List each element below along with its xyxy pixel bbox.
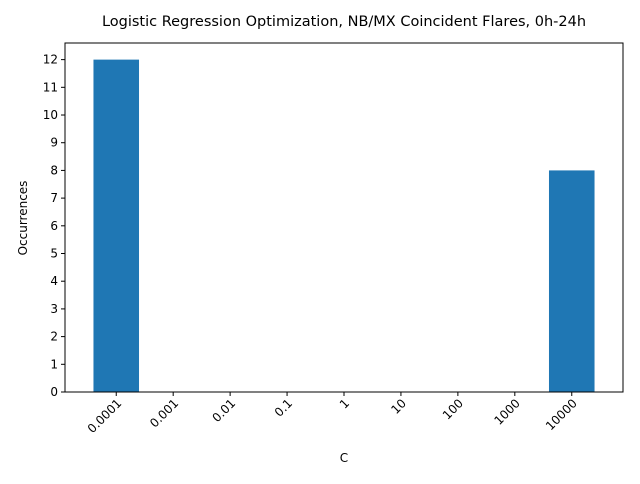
x-tick-label: 0.1 — [272, 396, 295, 419]
y-tick-label: 12 — [43, 53, 58, 67]
x-tick-label: 1 — [337, 396, 352, 411]
bar-0.0001 — [93, 59, 140, 392]
x-tick-label: 0.01 — [209, 396, 238, 425]
bar-10000 — [548, 170, 595, 392]
y-tick-label: 7 — [50, 191, 58, 205]
y-tick-label: 3 — [50, 302, 58, 316]
x-tick-label: 10 — [388, 396, 409, 417]
y-tick-label: 4 — [50, 274, 58, 288]
y-axis-label: Occurrences — [16, 181, 30, 256]
y-tick-label: 6 — [50, 219, 58, 233]
bars-layer — [93, 59, 595, 392]
x-axis-ticks: 0.0001 0.001 0.01 0.1 1 10 100 1000 10000 — [85, 392, 580, 436]
y-tick-label: 8 — [50, 163, 58, 177]
plot-frame — [64, 42, 624, 393]
x-axis-label: C — [340, 451, 348, 465]
y-tick-label: 0 — [50, 385, 58, 399]
x-tick-label: 10000 — [543, 396, 580, 433]
y-tick-label: 11 — [43, 80, 58, 94]
y-tick-label: 5 — [50, 247, 58, 261]
x-tick-label: 1000 — [491, 396, 522, 427]
y-tick-label: 2 — [50, 330, 58, 344]
y-tick-label: 9 — [50, 136, 58, 150]
y-tick-label: 1 — [50, 357, 58, 371]
x-tick-label: 100 — [440, 396, 466, 422]
y-tick-label: 10 — [43, 108, 58, 122]
chart-title: Logistic Regression Optimization, NB/MX … — [102, 14, 586, 30]
x-tick-label: 0.001 — [147, 396, 181, 430]
x-tick-label: 0.0001 — [85, 396, 125, 436]
